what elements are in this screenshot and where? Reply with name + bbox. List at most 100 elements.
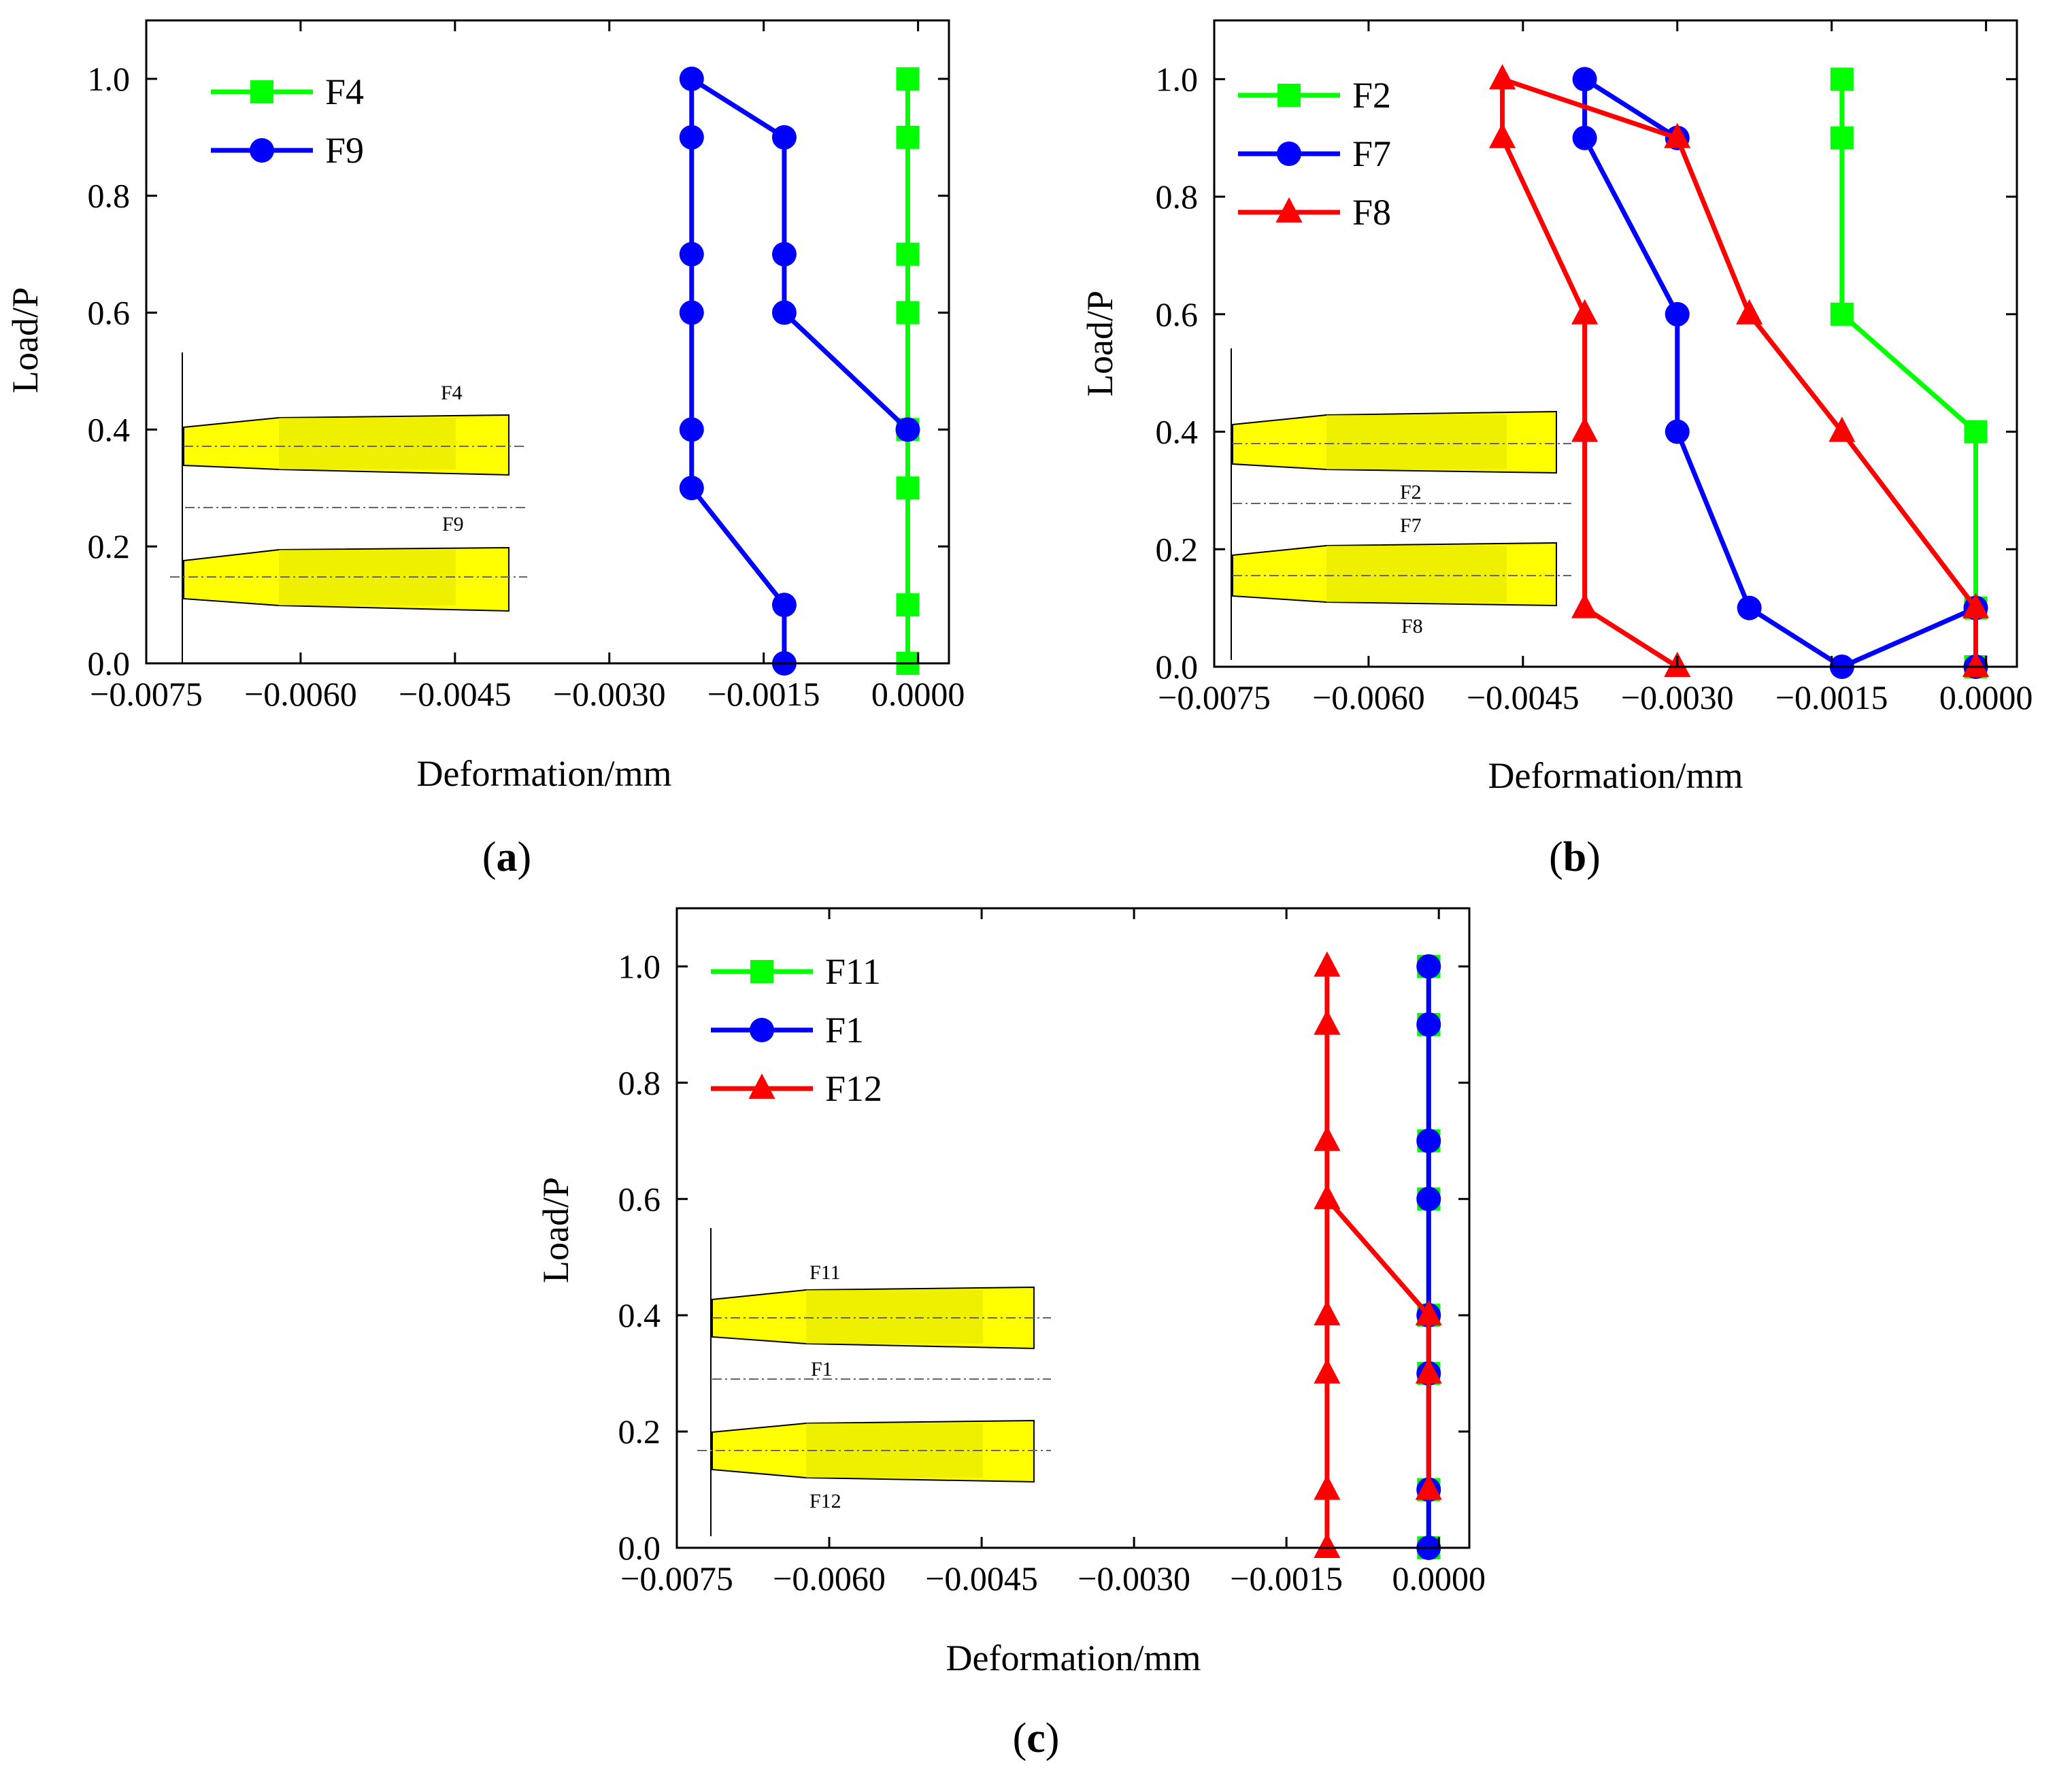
series-F12-point	[1314, 1532, 1341, 1558]
series-F4-point	[896, 301, 920, 325]
panel-c-label-open: (	[1013, 1715, 1027, 1761]
series-F9-point	[895, 417, 920, 442]
panel-a-plot-frame	[145, 19, 950, 665]
legend-item-F9: F9	[211, 130, 364, 171]
series-F8-point	[1828, 416, 1856, 442]
series-F2-point	[1830, 126, 1854, 150]
series-F4	[896, 67, 920, 675]
series-F1-point	[1416, 1128, 1441, 1153]
panel-c-plot-frame	[675, 907, 1471, 1549]
panel-a-label-open: (	[482, 834, 497, 880]
panel-b-y-axis-title: Load/P	[1080, 291, 1120, 397]
legend-label: F1	[825, 1010, 864, 1050]
inset-label-bottom: F8	[1401, 615, 1423, 637]
series-F12-point	[1314, 1474, 1341, 1500]
panel-b-label-close: )	[1586, 834, 1601, 880]
inset-lower-beam: F9	[170, 513, 527, 612]
inset-label-top: F4	[441, 382, 463, 404]
panel-a-label-letter: a	[497, 834, 518, 880]
x-tick-label: −0.0060	[244, 675, 357, 713]
series-F8-point	[1571, 416, 1599, 442]
panel-c: F11 F1 F12 −0.0075 −0.0060 −0.0045 −0.0030−…	[535, 907, 1486, 1761]
series-F9	[679, 66, 920, 676]
legend-label: F12	[825, 1068, 882, 1109]
series-F12-point	[1314, 1300, 1341, 1326]
inset-beam-hatch	[806, 1290, 983, 1344]
series-F9-point	[771, 242, 797, 267]
series-F7-point	[1737, 595, 1762, 620]
x-tick-label: −0.0045	[925, 1559, 1038, 1597]
panel-b-label-letter: b	[1563, 834, 1586, 880]
series-F9-point	[771, 300, 797, 325]
series-F7-point	[1572, 67, 1597, 92]
legend-item-F4: F4	[211, 71, 364, 112]
panel-c-label-letter: c	[1026, 1715, 1046, 1761]
panel-c-inset: F11 F1 F12	[697, 1228, 1051, 1536]
inset-label-top: F11	[809, 1261, 841, 1284]
panel-c-label-close: )	[1046, 1715, 1060, 1761]
legend-item-F1: F1	[711, 1010, 864, 1050]
panel-a-x-axis-title: Deformation/mm	[417, 753, 672, 794]
inset-upper-beam	[1232, 410, 1571, 474]
series-F8-point	[1489, 64, 1516, 90]
legend-marker	[748, 1073, 775, 1099]
legend-marker	[1277, 84, 1301, 107]
x-tick-label: −0.0015	[1230, 1559, 1343, 1597]
panel-b-plot-frame	[1213, 19, 2018, 668]
series-F1-point	[1416, 954, 1441, 979]
y-tick-label: 0.0	[618, 1529, 661, 1567]
panel-b-label: (b)	[1549, 834, 1601, 880]
series-F12-point	[1314, 951, 1341, 977]
x-tick-label: −0.0060	[1312, 678, 1425, 716]
legend-label: F9	[325, 130, 364, 171]
series-F8-point	[1571, 593, 1599, 618]
panel-a-y-axis-title: Load/P	[5, 287, 46, 393]
x-tick-label: −0.0015	[1775, 678, 1888, 716]
series-F9-point	[771, 125, 797, 150]
panel-b-series	[1489, 64, 1990, 679]
series-F8-point	[1736, 299, 1763, 325]
series-F12-point	[1314, 1358, 1341, 1384]
x-tick-label: −0.0045	[1467, 678, 1580, 716]
inset-lower-beam	[697, 1419, 1051, 1483]
series-F8-point	[1664, 122, 1691, 148]
legend-label: F4	[325, 71, 364, 112]
series-F12-point	[1415, 1300, 1442, 1326]
series-F7-point	[1665, 419, 1690, 444]
x-tick-label: −0.0075	[1158, 678, 1271, 716]
series-F2-point	[1964, 420, 1988, 444]
series-F1-point	[1416, 1187, 1441, 1212]
x-tick-label: 0.0000	[1392, 1559, 1486, 1597]
inset-label-mid: F7	[1400, 514, 1422, 537]
y-tick-label: 0.2	[1156, 530, 1199, 568]
series-F2-point	[1830, 302, 1854, 326]
y-tick-label: 0.0	[1156, 648, 1199, 686]
inset-beam-hatch	[279, 418, 456, 469]
inset-lower-beam	[1232, 542, 1571, 607]
series-F1-point	[1416, 1012, 1441, 1037]
series-F9-point	[679, 125, 704, 150]
legend-marker	[1277, 142, 1301, 166]
inset-upper-beam: F4	[183, 382, 527, 476]
panel-a-series	[679, 66, 920, 676]
x-tick-label: −0.0075	[620, 1559, 733, 1597]
x-tick-label: −0.0030	[553, 675, 666, 713]
y-tick-label: 0.8	[1156, 178, 1199, 216]
series-F9-point	[679, 300, 704, 325]
y-tick-label: 0.4	[618, 1296, 661, 1334]
panel-a-axes: −0.0075 −0.0060 −0.0045 −0.0030 −0.0015 0.000…	[88, 20, 965, 713]
series-F12-point	[1314, 1009, 1341, 1035]
panel-c-legend: F11 F1 F12	[711, 951, 882, 1109]
y-tick-label: 0.8	[618, 1063, 661, 1101]
y-tick-label: 0.0	[88, 644, 131, 682]
legend-label: F2	[1352, 75, 1391, 116]
series-F9-point	[679, 242, 704, 267]
inset-label-mid: F1	[811, 1358, 833, 1380]
series-F7-point	[1665, 301, 1690, 327]
panel-b-inset: F2 F7 F8	[1231, 348, 1571, 660]
series-F4-point	[896, 242, 920, 266]
series-F4-point	[896, 67, 920, 90]
series-F9-point	[771, 593, 797, 618]
